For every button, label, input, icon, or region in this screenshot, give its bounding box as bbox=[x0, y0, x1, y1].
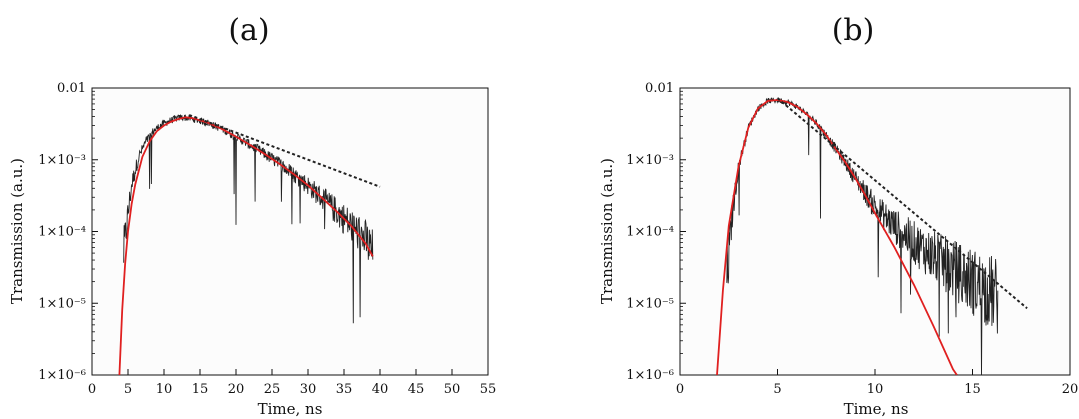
y-ticks-a: 1×10⁻⁶ 1×10⁻⁵ 1×10⁻⁴ 1×10⁻³ 0.01 bbox=[38, 81, 98, 383]
x-tick-label: 20 bbox=[228, 382, 245, 397]
x-tick-label: 15 bbox=[964, 382, 981, 397]
series-b bbox=[716, 97, 1028, 375]
x-ticks-a: 0 5 10 15 20 25 30 35 40 45 50 55 bbox=[88, 369, 496, 397]
x-tick-label: 30 bbox=[300, 382, 317, 397]
y-tick-label: 1×10⁻⁴ bbox=[38, 225, 86, 240]
measured-series bbox=[123, 113, 374, 324]
y-tick-label: 1×10⁻⁵ bbox=[626, 296, 674, 311]
x-tick-label: 45 bbox=[408, 382, 425, 397]
exponential-tail-line bbox=[776, 97, 1028, 310]
y-axis-label-b: Transmission (a.u.) bbox=[598, 158, 616, 304]
plot-frame-a bbox=[91, 87, 489, 376]
x-ticks-b: 0 5 10 15 20 bbox=[676, 369, 1078, 397]
fit-curve bbox=[118, 116, 374, 375]
x-tick-label: 0 bbox=[676, 382, 684, 397]
panel-label-a: (a) bbox=[228, 13, 269, 48]
y-tick-label: 1×10⁻⁴ bbox=[626, 225, 674, 240]
x-tick-label: 15 bbox=[192, 382, 209, 397]
x-tick-label: 5 bbox=[773, 382, 781, 397]
y-tick-label: 1×10⁻⁶ bbox=[38, 368, 86, 383]
x-tick-label: 40 bbox=[372, 382, 389, 397]
x-axis-label-b: Time, ns bbox=[844, 400, 909, 418]
x-tick-label: 0 bbox=[88, 382, 96, 397]
x-tick-label: 55 bbox=[480, 382, 497, 397]
x-tick-label: 20 bbox=[1062, 382, 1079, 397]
y-axis-label-a: Transmission (a.u.) bbox=[8, 158, 26, 304]
exponential-tail-line bbox=[188, 114, 381, 188]
y-tick-label: 1×10⁻⁵ bbox=[38, 296, 86, 311]
x-tick-label: 50 bbox=[444, 382, 461, 397]
x-tick-label: 35 bbox=[336, 382, 353, 397]
y-tick-label: 0.01 bbox=[57, 81, 86, 96]
x-tick-label: 10 bbox=[867, 382, 884, 397]
panel-label-b: (b) bbox=[832, 13, 875, 48]
fit-curve bbox=[716, 99, 958, 375]
x-axis-label-a: Time, ns bbox=[258, 400, 323, 418]
y-tick-label: 1×10⁻⁶ bbox=[626, 368, 674, 383]
y-tick-label: 0.01 bbox=[645, 81, 674, 96]
panel-a: (a) 1×10⁻⁶ 1×10⁻⁵ 1×10⁻⁴ 1×10⁻³ 0.01 0 5 10 15 2… bbox=[8, 13, 496, 418]
plot-frame-b bbox=[679, 87, 1071, 376]
measured-series bbox=[726, 97, 999, 375]
y-tick-label: 1×10⁻³ bbox=[626, 153, 674, 168]
series-a bbox=[118, 113, 381, 375]
y-ticks-b: 1×10⁻⁶ 1×10⁻⁵ 1×10⁻⁴ 1×10⁻³ 0.01 bbox=[626, 81, 686, 383]
panel-b: (b) 1×10⁻⁶ 1×10⁻⁵ 1×10⁻⁴ 1×10⁻³ 0.01 0 5 10 15 2… bbox=[598, 13, 1078, 418]
y-tick-label: 1×10⁻³ bbox=[38, 153, 86, 168]
x-tick-label: 10 bbox=[156, 382, 173, 397]
x-tick-label: 25 bbox=[264, 382, 281, 397]
x-tick-label: 5 bbox=[124, 382, 132, 397]
